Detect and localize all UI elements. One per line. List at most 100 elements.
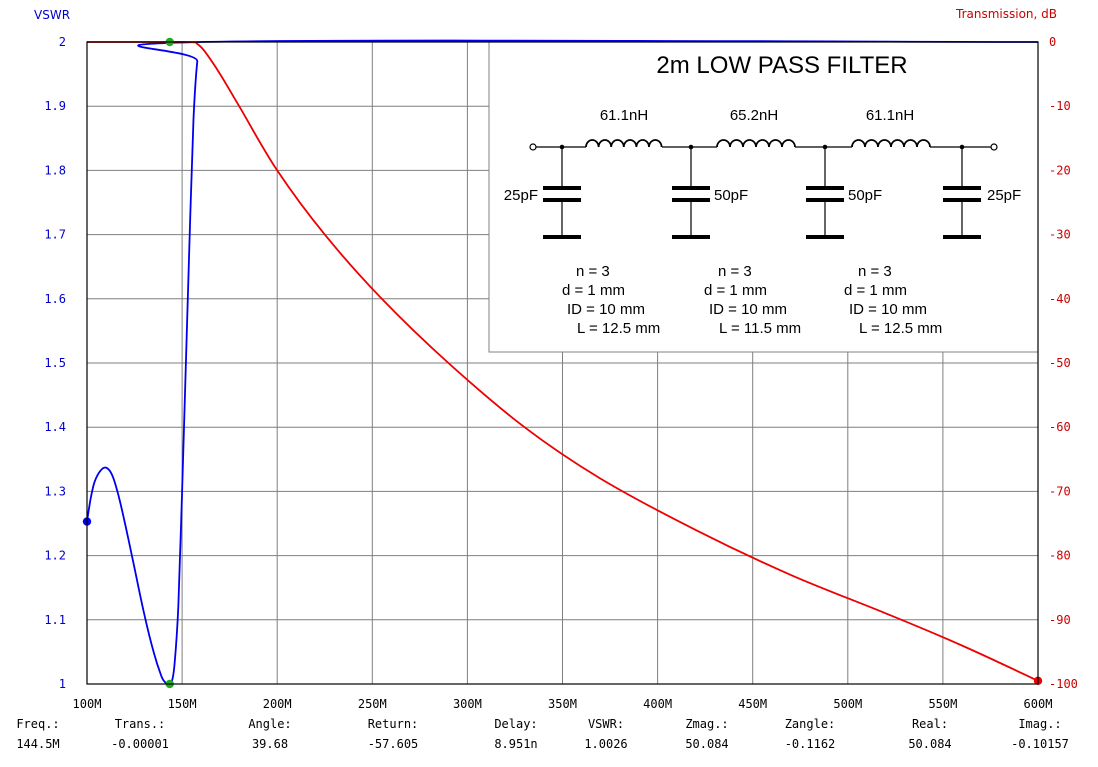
y-right-tick-label: -10 bbox=[1049, 99, 1071, 113]
x-tick-label: 100M bbox=[73, 697, 102, 711]
capacitor-2-label: 50pF bbox=[714, 187, 748, 204]
readout-field: Angle: 39.68 bbox=[220, 714, 320, 754]
capacitor-2-icon bbox=[672, 144, 710, 239]
readout-value: 50.084 bbox=[685, 737, 729, 751]
y-left-tick-label: 1.5 bbox=[44, 356, 66, 370]
plot-frame bbox=[86, 41, 1039, 685]
y-right-tick-label: -20 bbox=[1049, 163, 1071, 177]
schematic-panel bbox=[488, 41, 1039, 353]
readout-field: Return: -57.605 bbox=[343, 714, 443, 754]
inductor-2-label: 65.2nH bbox=[730, 107, 778, 124]
coil-2-turns: n = 3 bbox=[718, 263, 752, 280]
schematic-title: 2m LOW PASS FILTER bbox=[656, 52, 907, 79]
series-line-transmission bbox=[87, 40, 1039, 682]
x-tick-label: 600M bbox=[1024, 697, 1053, 711]
readout-field: Zmag.: 50.084 bbox=[657, 714, 757, 754]
readout-value: -0.10157 bbox=[1011, 737, 1069, 751]
readout-label: Freq.: bbox=[16, 717, 60, 731]
y-left-tick-label: 1.7 bbox=[44, 228, 66, 242]
input-terminal-icon bbox=[529, 143, 537, 151]
schematic-inset: 2m LOW PASS FILTER 61.1nH 65.2nH 61.1nH bbox=[488, 41, 1039, 353]
inductor-1-icon bbox=[585, 139, 663, 148]
x-tick-label: 500M bbox=[833, 697, 862, 711]
capacitor-4-icon bbox=[943, 144, 981, 239]
readout-field: Trans.: -0.00001 bbox=[90, 714, 190, 754]
right-axis-title: Transmission, dB bbox=[956, 7, 1057, 21]
readout-label: Return: bbox=[367, 717, 419, 731]
readout-field: VSWR: 1.0026 bbox=[556, 714, 656, 754]
coil-1-turns: n = 3 bbox=[576, 263, 610, 280]
readout-value: 50.084 bbox=[908, 737, 952, 751]
y-left-tick-label: 1.3 bbox=[44, 484, 66, 498]
readout-label: Angle: bbox=[248, 717, 292, 731]
x-tick-label: 250M bbox=[358, 697, 387, 711]
y-left-tick-label: 1.1 bbox=[44, 613, 66, 627]
capacitor-1-icon bbox=[543, 144, 581, 239]
y-right-tick-label: -80 bbox=[1049, 549, 1071, 563]
readout-value: -57.605 bbox=[367, 737, 419, 751]
x-tick-label: 300M bbox=[453, 697, 482, 711]
x-tick-label: 200M bbox=[263, 697, 292, 711]
tick-labels: 100M 150M 200M 250M 300M 350M 400M 450M 500M 550M… bbox=[44, 35, 1078, 711]
readout-field: Zangle: -0.1162 bbox=[760, 714, 860, 754]
y-right-tick-label: 0 bbox=[1049, 35, 1056, 49]
readout-value: 8.951n bbox=[494, 737, 538, 751]
coil-3-turns: n = 3 bbox=[858, 263, 892, 280]
y-left-tick-label: 2 bbox=[59, 35, 66, 49]
coil-3-id: ID = 10 mm bbox=[849, 301, 927, 318]
y-left-tick-label: 1.9 bbox=[44, 99, 66, 113]
readout-value: 39.68 bbox=[251, 737, 289, 751]
inductor-3-icon bbox=[851, 139, 931, 148]
readout-label: Zangle: bbox=[784, 717, 836, 731]
y-right-tick-label: -30 bbox=[1049, 228, 1071, 242]
readout-value: -0.00001 bbox=[111, 737, 169, 751]
readout-label: Delay: bbox=[494, 717, 538, 731]
x-tick-label: 150M bbox=[168, 697, 197, 711]
x-tick-label: 400M bbox=[643, 697, 672, 711]
readout-label: Real: bbox=[911, 717, 949, 731]
y-right-tick-label: -60 bbox=[1049, 420, 1071, 434]
y-right-tick-label: -70 bbox=[1049, 484, 1071, 498]
readout-label: Zmag.: bbox=[685, 717, 729, 731]
coil-3-wire: d = 1 mm bbox=[844, 282, 907, 299]
coil-2-wire: d = 1 mm bbox=[704, 282, 767, 299]
readout-value: 144.5M bbox=[16, 737, 60, 751]
coil-1-length: L = 12.5 mm bbox=[577, 320, 660, 337]
x-tick-label: 450M bbox=[738, 697, 767, 711]
y-left-tick-label: 1.8 bbox=[44, 163, 66, 177]
vswr-transmission-chart: 100M 150M 200M 250M 300M 350M 400M 450M 500M 550M… bbox=[44, 35, 1078, 711]
readout-field: Imag.: -0.10157 bbox=[990, 714, 1090, 754]
readout-label: Imag.: bbox=[1018, 717, 1062, 731]
readout-field: Freq.: 144.5M bbox=[0, 714, 88, 754]
capacitor-3-icon bbox=[806, 144, 844, 239]
y-left-tick-label: 1.6 bbox=[44, 292, 66, 306]
x-tick-label: 550M bbox=[928, 697, 957, 711]
capacitor-1-label: 25pF bbox=[504, 187, 538, 204]
inductor-3-label: 61.1nH bbox=[866, 107, 914, 124]
readout-label: Trans.: bbox=[114, 717, 166, 731]
coil-3-length: L = 12.5 mm bbox=[859, 320, 942, 337]
y-left-tick-label: 1.4 bbox=[44, 420, 66, 434]
readout-label: VSWR: bbox=[587, 717, 625, 731]
coil-1-wire: d = 1 mm bbox=[562, 282, 625, 299]
capacitor-3-label: 50pF bbox=[848, 187, 882, 204]
capacitor-4-label: 25pF bbox=[987, 187, 1021, 204]
y-left-tick-label: 1 bbox=[59, 677, 66, 691]
y-right-tick-label: -40 bbox=[1049, 292, 1071, 306]
output-terminal-icon bbox=[990, 143, 998, 151]
y-right-tick-label: -90 bbox=[1049, 613, 1071, 627]
readout-bar: Freq.: 144.5M Trans.: -0.00001 Angle: 39.68 Re… bbox=[0, 714, 1098, 764]
coil-2-length: L = 11.5 mm bbox=[719, 320, 801, 337]
inductor-1-label: 61.1nH bbox=[600, 107, 648, 124]
y-right-tick-label: -100 bbox=[1049, 677, 1078, 691]
left-axis-title: VSWR bbox=[34, 8, 71, 22]
x-tick-label: 350M bbox=[548, 697, 577, 711]
y-right-tick-label: -50 bbox=[1049, 356, 1071, 370]
coil-2-id: ID = 10 mm bbox=[709, 301, 787, 318]
coil-1-id: ID = 10 mm bbox=[567, 301, 645, 318]
readout-value: 1.0026 bbox=[584, 737, 628, 751]
y-left-tick-label: 1.2 bbox=[44, 549, 66, 563]
readout-value: -0.1162 bbox=[784, 737, 836, 751]
readout-field: Real: 50.084 bbox=[880, 714, 980, 754]
readout-field: Delay: 8.951n bbox=[466, 714, 566, 754]
